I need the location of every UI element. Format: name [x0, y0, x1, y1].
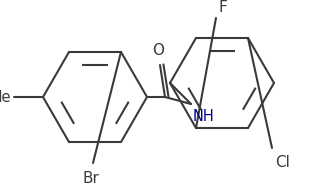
Text: Cl: Cl: [275, 155, 290, 170]
Text: F: F: [218, 0, 227, 15]
Text: NH: NH: [193, 109, 215, 124]
Text: Me: Me: [0, 90, 11, 105]
Text: O: O: [152, 43, 164, 58]
Text: Br: Br: [83, 171, 100, 186]
